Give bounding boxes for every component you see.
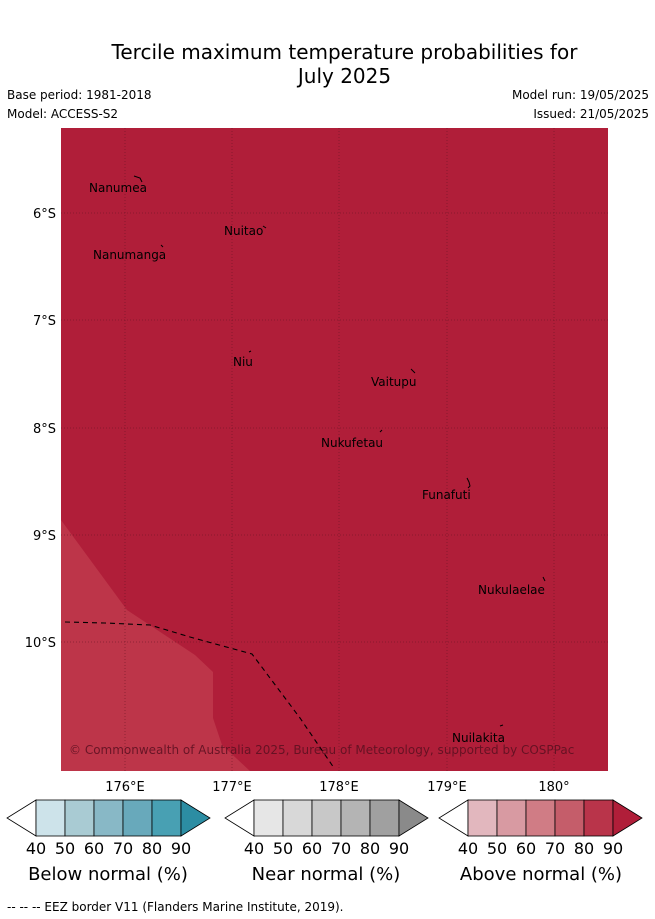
map-title: Tercile maximum temperature probabilitie… <box>0 40 655 88</box>
colorbar-above-bin <box>496 799 527 837</box>
colorbar-near-bin <box>282 799 313 837</box>
cbar-below-tick: 70 <box>113 839 133 858</box>
colorbar-near-label: Near normal (%) <box>252 864 401 885</box>
place-label-funafuti: Funafuti <box>422 488 471 502</box>
lon-label-176e: 176°E <box>105 780 145 795</box>
lat-label-7s: 7°S <box>33 314 56 329</box>
place-label-vaitupu: Vaitupu <box>371 375 417 389</box>
cbar-below-tick: 60 <box>84 839 104 858</box>
island-nuilakita <box>499 724 504 727</box>
eez-footnote: -- -- -- EEZ border V11 (Flanders Marine… <box>7 900 344 914</box>
place-label-nanumea: Nanumea <box>89 181 147 195</box>
title-line-1: Tercile maximum temperature probabilitie… <box>111 40 578 64</box>
lon-label-177e: 177°E <box>212 780 252 795</box>
cbar-below-tick: 50 <box>55 839 75 858</box>
cbar-near-tick: 80 <box>360 839 380 858</box>
colorbar-below-bin <box>122 799 153 837</box>
lon-label-178e: 178°E <box>319 780 359 795</box>
cbar-above-tick: 40 <box>458 839 478 858</box>
colorbar-below-under-arrow <box>6 799 37 837</box>
island-funafuti <box>466 477 471 489</box>
island-nanumanga <box>160 244 164 248</box>
lat-label-10s: 10°S <box>25 636 56 651</box>
model-run: Model run: 19/05/2025 <box>511 88 649 102</box>
cbar-near-tick: 60 <box>302 839 322 858</box>
colorbar-near-bin <box>311 799 342 837</box>
colorbar-near-over-arrow <box>398 799 429 837</box>
place-label-niu: Niu <box>233 355 253 369</box>
lat-label-6s: 6°S <box>33 207 56 222</box>
colorbar-below-over-arrow <box>180 799 211 837</box>
title-line-2: July 2025 <box>297 64 392 88</box>
colorbar-below-normal <box>6 799 211 837</box>
colorbar-near-bin <box>369 799 400 837</box>
place-label-nuilakita: Nuilakita <box>452 731 505 745</box>
copyright-notice: © Commonwealth of Australia 2025, Bureau… <box>69 743 574 757</box>
island-outlines <box>133 175 546 727</box>
island-nanumea <box>133 175 143 183</box>
eez-border <box>64 621 335 769</box>
issued-date: Issued: 21/05/2025 <box>533 107 649 121</box>
cbar-near-tick: 90 <box>389 839 409 858</box>
colorbar-below-bin <box>93 799 124 837</box>
cbar-near-tick: 70 <box>331 839 351 858</box>
model-name: Model: ACCESS-S2 <box>7 107 119 121</box>
lon-label-180: 180° <box>538 780 569 795</box>
colorbar-near-under-arrow <box>224 799 255 837</box>
lat-label-8s: 8°S <box>33 422 56 437</box>
colorbar-above-bin <box>583 799 614 837</box>
cbar-above-tick: 60 <box>516 839 536 858</box>
colorbar-below-bin <box>35 799 66 837</box>
colorbar-near-bin <box>340 799 371 837</box>
cbar-near-tick: 50 <box>273 839 293 858</box>
colorbar-above-label: Above normal (%) <box>460 864 622 885</box>
island-nukulaelae <box>542 576 546 582</box>
cbar-below-tick: 90 <box>171 839 191 858</box>
island-niu <box>248 350 252 353</box>
cbar-near-tick: 40 <box>244 839 264 858</box>
colorbar-above-bin <box>467 799 498 837</box>
gridlines <box>61 128 608 771</box>
colorbar-above-normal <box>438 799 643 837</box>
place-label-nuitao: Nuitao <box>224 224 263 238</box>
colorbar-near-normal <box>224 799 429 837</box>
colorbar-below-bin <box>64 799 95 837</box>
lat-label-9s: 9°S <box>33 529 56 544</box>
cbar-below-tick: 40 <box>26 839 46 858</box>
cbar-above-tick: 50 <box>487 839 507 858</box>
colorbar-above-bin <box>525 799 556 837</box>
above-normal-80-region <box>61 520 250 771</box>
island-nuitao <box>262 225 267 229</box>
colorbar-below-label: Below normal (%) <box>28 864 188 885</box>
cbar-above-tick: 90 <box>603 839 623 858</box>
colorbar-below-bin <box>151 799 182 837</box>
island-nukufetau <box>379 429 383 433</box>
colorbar-above-under-arrow <box>438 799 469 837</box>
cbar-below-tick: 80 <box>142 839 162 858</box>
colorbar-above-bin <box>554 799 585 837</box>
base-period: Base period: 1981-2018 <box>7 88 152 102</box>
place-label-nukufetau: Nukufetau <box>321 436 383 450</box>
island-vaitupu <box>410 368 416 374</box>
colorbar-above-over-arrow <box>612 799 643 837</box>
lon-label-179e: 179°E <box>427 780 467 795</box>
colorbar-near-bin <box>253 799 284 837</box>
cbar-above-tick: 70 <box>545 839 565 858</box>
cbar-above-tick: 80 <box>574 839 594 858</box>
place-label-nukulaelae: Nukulaelae <box>478 583 545 597</box>
place-label-nanumanga: Nanumanga <box>93 248 166 262</box>
